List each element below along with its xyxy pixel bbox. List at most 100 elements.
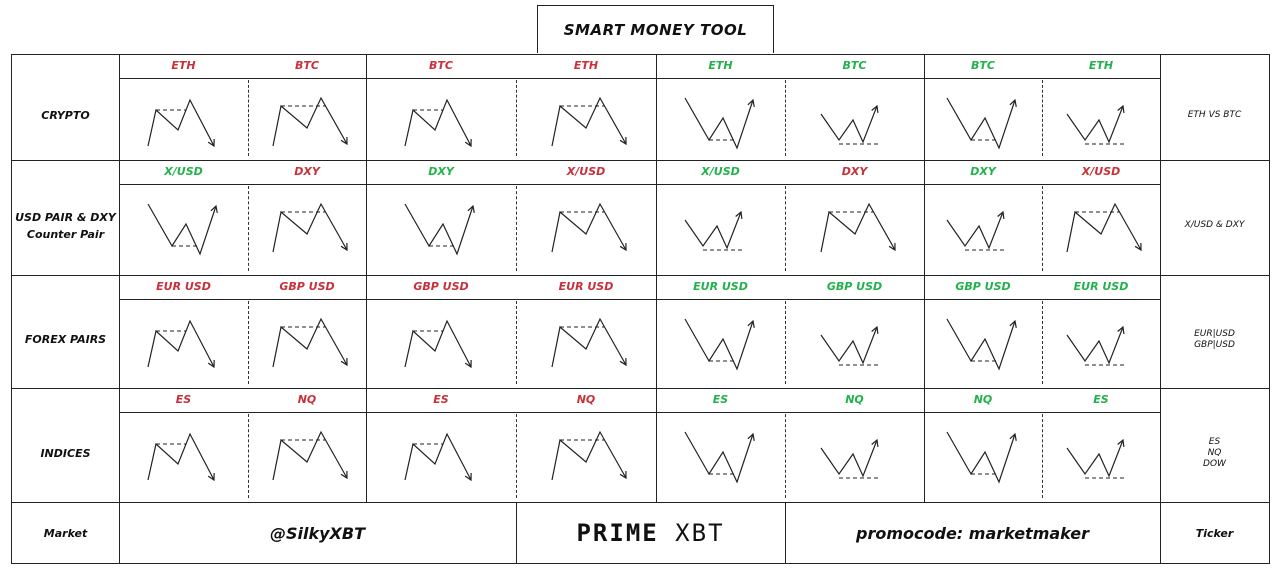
ticker-label: X/USD & DXY	[1160, 220, 1269, 231]
row-label: USD PAIR & DXY Counter Pair	[12, 209, 119, 243]
header-divider	[119, 412, 1160, 413]
pair-divider	[1042, 301, 1043, 384]
asset-label: EUR USD	[1073, 280, 1129, 293]
price-path	[146, 319, 215, 368]
asset-label: GBP USD	[955, 280, 1011, 293]
ticker-line: NQ	[1207, 447, 1222, 458]
ticker-line: GBP|USD	[1194, 339, 1235, 350]
right-pattern-diagram	[551, 430, 627, 481]
price-path	[404, 98, 472, 147]
row-label: CRYPTO	[12, 107, 119, 124]
left-pattern-diagram	[404, 203, 475, 256]
price-path	[272, 430, 348, 481]
left-pattern-diagram	[146, 432, 215, 482]
asset-label: BTC	[971, 59, 995, 72]
pair-divider	[1042, 186, 1043, 271]
ticker-line: ETH VS BTC	[1187, 109, 1242, 120]
row-label-line: Counter Pair	[26, 227, 105, 241]
asset-label: ES	[175, 393, 192, 406]
asset-label: GBP USD	[279, 280, 335, 293]
left-pattern-diagram	[946, 97, 1017, 150]
pair-divider	[785, 301, 786, 384]
price-path	[820, 326, 878, 365]
asset-label: ES	[712, 393, 729, 406]
asset-label: ETH	[1088, 59, 1114, 72]
price-path	[404, 319, 472, 368]
left-pattern-diagram	[146, 203, 218, 256]
row-divider	[11, 502, 1270, 503]
price-path	[683, 97, 754, 150]
pair-divider	[785, 186, 786, 271]
price-path	[551, 202, 627, 253]
asset-label: EUR USD	[156, 280, 211, 293]
right-pattern-diagram	[272, 317, 348, 368]
right-pattern-diagram	[272, 96, 348, 147]
price-path	[946, 318, 1016, 371]
column-divider	[119, 54, 120, 502]
asset-label: X/USD	[701, 165, 740, 178]
asset-label: NQ	[973, 393, 993, 406]
right-pattern-diagram	[1066, 202, 1142, 253]
price-path	[683, 318, 754, 371]
right-pattern-diagram	[272, 202, 348, 253]
footer-divider	[516, 502, 517, 564]
asset-label: ES	[1093, 393, 1109, 406]
ticker-line: DOW	[1203, 458, 1226, 469]
price-path	[1066, 439, 1124, 478]
pair-divider	[516, 301, 517, 384]
asset-label: ETH	[171, 59, 196, 72]
right-pattern-diagram	[820, 325, 879, 366]
asset-label: ETH	[573, 59, 599, 72]
price-path	[551, 317, 627, 368]
right-pattern-diagram	[551, 317, 627, 368]
price-path	[272, 202, 348, 253]
price-path	[272, 96, 348, 147]
column-divider	[656, 54, 657, 502]
ticker-footer-label: Ticker	[1195, 526, 1234, 540]
pair-divider	[516, 186, 517, 271]
asset-label: DXY	[428, 165, 454, 178]
asset-label: DXY	[841, 165, 868, 178]
price-path	[146, 203, 217, 256]
pair-divider	[1042, 80, 1043, 156]
price-path	[946, 97, 1016, 150]
pair-divider	[248, 414, 249, 498]
left-pattern-diagram	[683, 97, 755, 150]
row-label: INDICES	[12, 445, 119, 462]
price-path	[404, 203, 474, 256]
price-path	[683, 431, 754, 484]
asset-label: X/USD	[1081, 165, 1121, 178]
pair-divider	[1042, 414, 1043, 498]
ticker-line: EUR|USD	[1194, 328, 1235, 339]
footer-divider	[119, 502, 120, 564]
left-pattern-diagram	[146, 319, 215, 369]
right-pattern-diagram	[1066, 325, 1125, 366]
price-path	[1066, 105, 1124, 144]
row-label-line: FOREX PAIRS	[24, 333, 107, 346]
row-label-line: INDICES	[40, 446, 91, 460]
asset-label: GBP USD	[826, 280, 883, 293]
price-path	[820, 439, 878, 478]
left-pattern-diagram	[946, 431, 1017, 484]
price-path	[819, 202, 896, 253]
asset-label: BTC	[842, 59, 867, 72]
price-path	[551, 96, 627, 147]
right-pattern-diagram	[1066, 104, 1125, 145]
pair-divider	[516, 414, 517, 498]
row-label-line: CRYPTO	[41, 108, 90, 122]
brand-bold: PRIME	[576, 519, 659, 547]
header-divider	[119, 299, 1160, 300]
column-divider	[366, 54, 367, 502]
footer-divider	[785, 502, 786, 564]
asset-label: X/USD	[566, 165, 606, 178]
asset-label: DXY	[970, 165, 996, 178]
left-pattern-diagram	[404, 98, 472, 148]
footer-divider	[1160, 502, 1161, 564]
right-pattern-diagram	[820, 104, 879, 145]
smart-money-table	[11, 54, 1270, 564]
left-pattern-diagram	[946, 210, 1005, 251]
left-pattern-diagram	[404, 432, 472, 482]
right-pattern-diagram	[551, 202, 627, 253]
column-divider	[1160, 54, 1161, 502]
right-pattern-diagram	[272, 430, 348, 481]
